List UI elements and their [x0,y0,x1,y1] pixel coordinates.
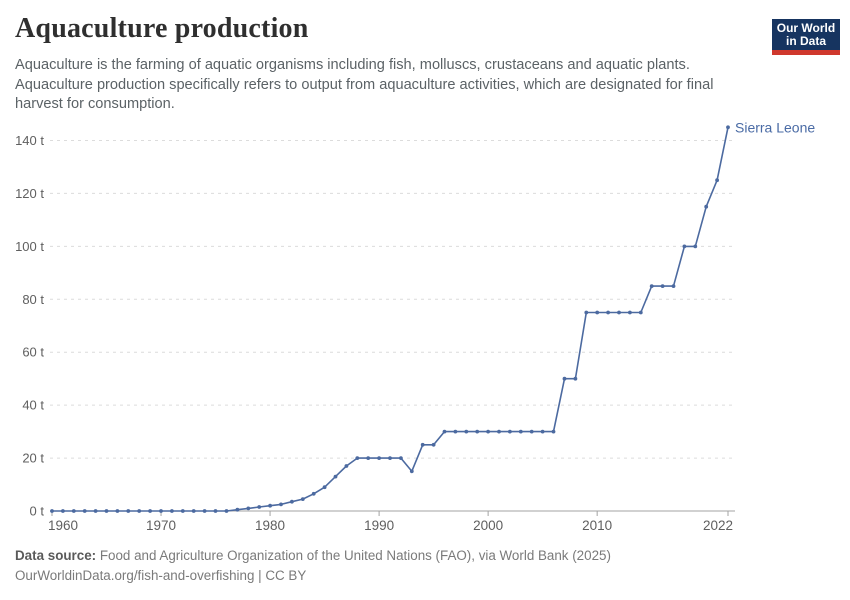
owid-logo-line2: in Data [785,34,826,48]
data-point [246,506,251,511]
data-point [191,509,196,513]
data-point [638,310,643,315]
y-tick-label: 0 t [30,504,45,519]
data-point [518,429,523,434]
y-tick-label: 20 t [22,451,44,466]
data-point [529,429,534,434]
data-source-label: Data source: [15,548,97,563]
data-point [682,244,687,249]
data-point [649,284,654,288]
data-point [693,244,698,249]
data-point [420,442,425,447]
x-tick-label: 1960 [48,518,78,533]
data-point [93,509,98,513]
data-point [377,456,381,460]
y-tick-label: 80 t [22,292,44,307]
data-point [257,505,262,509]
data-point [399,456,403,460]
x-tick-label: 2010 [582,518,612,533]
owid-logo-line1: Our World [776,21,836,35]
data-point [704,204,709,209]
data-point [508,429,512,434]
entity-label: Sierra Leone [735,119,815,135]
data-point [300,497,305,501]
license-line: OurWorldinData.org/fish-and-overfishing … [15,568,307,583]
data-point [409,469,414,474]
data-point [388,456,392,460]
data-point [628,310,632,315]
data-point [224,509,229,513]
data-point [562,376,567,381]
data-point [148,509,153,513]
data-point [311,491,316,496]
data-point [202,509,207,513]
data-point [279,502,283,507]
data-point [322,485,327,490]
data-point [355,456,360,460]
chart-footer: Data source: Food and Agriculture Organi… [15,546,835,586]
data-point [540,429,545,434]
page-title: Aquaculture production [15,13,309,44]
data-point [61,509,65,513]
y-tick-label: 120 t [15,186,44,201]
data-point [126,509,131,513]
data-line [51,126,729,512]
x-tick-label: 2000 [473,518,503,533]
data-point [50,509,54,513]
data-point [137,509,142,513]
data-point [180,509,185,513]
data-series-sierra-leone: Sierra Leone [50,119,815,513]
data-point [606,310,610,315]
data-point [486,429,490,434]
data-point [584,310,589,315]
data-point [715,178,719,183]
data-point [595,310,600,315]
data-point [344,464,349,468]
data-point [573,376,578,381]
data-point [104,509,109,513]
data-point [159,509,163,513]
data-source-line: Data source: Food and Agriculture Organi… [15,546,835,566]
data-point [442,429,447,434]
data-point [726,125,730,130]
data-point [333,474,338,479]
x-tick-label: 2022 [703,518,733,533]
x-axis: 1960 1970 1980 1990 2000 2010 2022 [48,511,733,533]
y-gridlines [50,140,735,512]
y-tick-label: 40 t [22,398,44,413]
data-point [268,503,272,508]
data-point [671,284,676,288]
data-point [290,499,294,504]
chart-subtitle: Aquaculture is the farming of aquatic or… [15,57,714,112]
data-point [82,509,87,513]
y-axis-labels: 0 t 20 t 40 t 60 t 80 t 100 t 120 t 140 t [15,133,44,519]
data-point [170,509,174,513]
x-tick-label: 1990 [364,518,394,533]
data-point [453,429,458,434]
y-tick-label: 100 t [15,239,44,254]
data-point [464,429,469,434]
data-point [617,310,621,315]
data-point [213,509,218,513]
data-point [497,429,501,434]
data-point [660,284,665,288]
y-tick-label: 60 t [22,345,44,360]
data-point [551,429,556,434]
data-point [115,509,120,513]
x-tick-label: 1970 [146,518,176,533]
x-tick-label: 1980 [255,518,285,533]
data-point [366,456,371,460]
data-point [71,509,76,513]
y-tick-label: 140 t [15,133,44,148]
data-point [431,442,436,447]
data-source-text: Food and Agriculture Organization of the… [96,548,611,563]
owid-logo: Our World in Data [772,19,840,55]
data-point [475,429,480,434]
data-point [235,507,240,512]
